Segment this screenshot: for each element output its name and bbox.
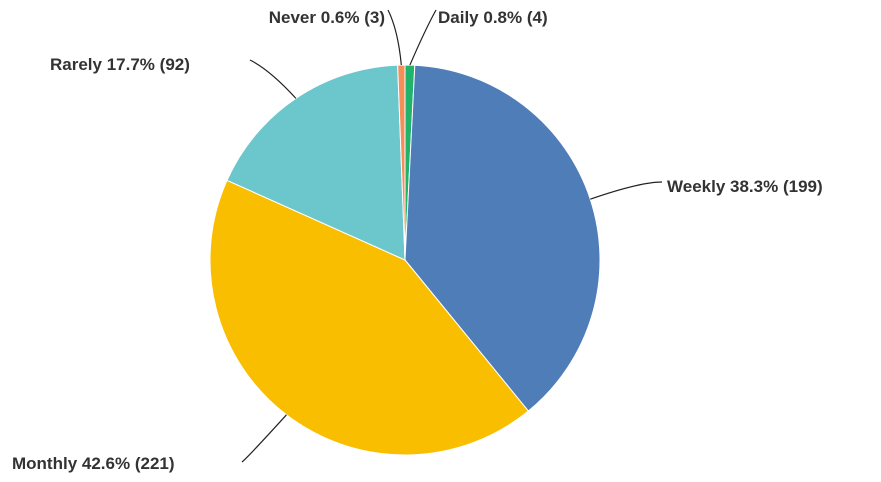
slice-category: Daily: [438, 8, 479, 27]
slice-count: (3): [364, 8, 385, 27]
leader-line: [249, 59, 297, 99]
slice-percent: 42.6%: [82, 454, 130, 473]
pie-slice: [404, 64, 601, 412]
slice-count: (4): [527, 8, 548, 27]
leader-line: [409, 9, 437, 66]
slice-label: Weekly 38.3% (199): [667, 177, 823, 196]
slice-percent: 38.3%: [730, 177, 778, 196]
slice-category: Monthly: [12, 454, 78, 473]
slice-category: Rarely: [50, 55, 103, 74]
leader-line: [387, 9, 402, 66]
slice-label: Never 0.6% (3): [269, 8, 385, 27]
slice-label: Monthly 42.6% (221): [12, 454, 175, 473]
slice-percent: 17.7%: [107, 55, 155, 74]
slice-category: Never: [269, 8, 317, 27]
slice-count: (92): [160, 55, 190, 74]
pie-slice: [226, 64, 406, 261]
slice-count: (199): [783, 177, 823, 196]
slice-percent: 0.6%: [321, 8, 360, 27]
slice-category: Weekly: [667, 177, 726, 196]
slice-percent: 0.8%: [483, 8, 522, 27]
slice-label: Rarely 17.7% (92): [50, 55, 190, 74]
slice-count: (221): [135, 454, 175, 473]
leader-line: [241, 414, 287, 463]
leader-line: [590, 181, 663, 200]
slice-label: Daily 0.8% (4): [438, 8, 548, 27]
pie-slice: [209, 179, 530, 456]
